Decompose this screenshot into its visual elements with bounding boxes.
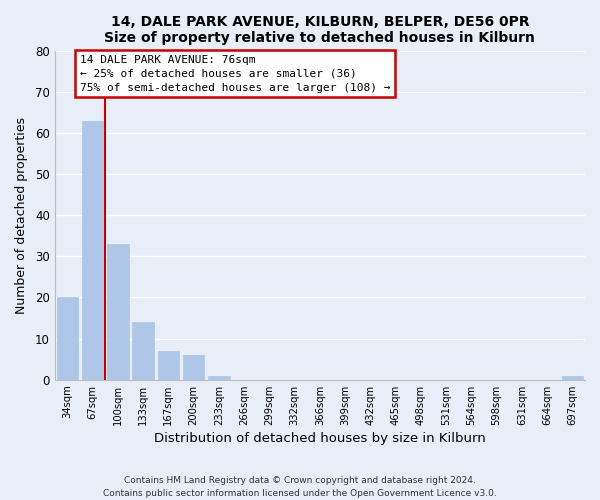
Text: Contains HM Land Registry data © Crown copyright and database right 2024.
Contai: Contains HM Land Registry data © Crown c…	[103, 476, 497, 498]
Bar	[56, 298, 78, 380]
X-axis label: Distribution of detached houses by size in Kilburn: Distribution of detached houses by size …	[154, 432, 486, 445]
Bar	[208, 376, 230, 380]
Bar	[562, 376, 583, 380]
Bar	[158, 351, 179, 380]
Y-axis label: Number of detached properties: Number of detached properties	[15, 116, 28, 314]
Text: 14 DALE PARK AVENUE: 76sqm
← 25% of detached houses are smaller (36)
75% of semi: 14 DALE PARK AVENUE: 76sqm ← 25% of deta…	[80, 54, 391, 92]
Bar	[107, 244, 128, 380]
Bar	[82, 120, 103, 380]
Title: 14, DALE PARK AVENUE, KILBURN, BELPER, DE56 0PR
Size of property relative to det: 14, DALE PARK AVENUE, KILBURN, BELPER, D…	[104, 15, 535, 45]
Bar	[133, 322, 154, 380]
Bar	[183, 355, 205, 380]
